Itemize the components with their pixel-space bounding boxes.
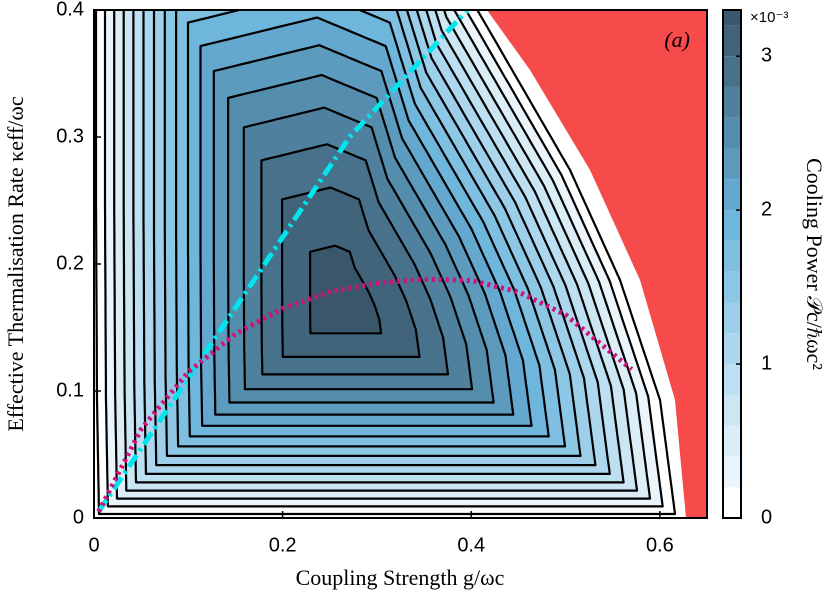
colorbar-band — [723, 271, 741, 303]
colorbar-band — [723, 456, 741, 488]
colorbar-tick-label: 0 — [761, 506, 772, 528]
colorbar-multiplier: ×10⁻³ — [750, 9, 788, 26]
colorbar-band — [723, 25, 741, 57]
colorbar-band — [723, 364, 741, 395]
colorbar-label: Cooling Power 𝒫c/ℏωc² — [802, 158, 827, 370]
panel-annotation: (a) — [664, 27, 690, 52]
colorbar-band — [723, 179, 741, 211]
colorbar-band — [723, 86, 741, 118]
colorbar-tick-label: 3 — [761, 44, 772, 66]
x-tick-label: 0.2 — [269, 534, 297, 556]
colorbar-band — [723, 333, 741, 365]
colorbar-band — [723, 10, 741, 26]
contour-level — [309, 244, 383, 335]
y-tick-label: 0.2 — [56, 252, 84, 274]
colorbar-band — [723, 117, 741, 149]
y-tick-label: 0.4 — [56, 0, 84, 20]
colorbar-band — [723, 487, 741, 518]
x-axis-label: Coupling Strength g/ωc — [296, 565, 505, 590]
colorbar-band — [723, 240, 741, 272]
infeasible-region — [487, 10, 707, 518]
x-tick-label: 0.6 — [646, 534, 674, 556]
colorbar-band — [723, 56, 741, 87]
colorbar-tick-label: 1 — [761, 352, 772, 374]
y-tick-label: 0 — [73, 506, 84, 528]
colorbar-band — [723, 394, 741, 426]
y-tick-label: 0.3 — [56, 125, 84, 147]
x-tick-label: 0 — [88, 534, 99, 556]
x-tick-label: 0.4 — [457, 534, 485, 556]
colorbar-tick-label: 2 — [761, 198, 772, 220]
y-axis-label: Effective Thermalisation Rate κeff/ωc — [3, 96, 28, 432]
colorbar-band — [723, 210, 741, 241]
colorbar-band — [723, 148, 741, 180]
curve — [96, 10, 470, 513]
plot-area — [94, 10, 707, 518]
colorbar-band — [723, 425, 741, 457]
colorbar-band — [723, 302, 741, 334]
colorbar-box — [722, 9, 742, 519]
curve — [96, 276, 634, 513]
y-tick-label: 0.1 — [56, 379, 84, 401]
